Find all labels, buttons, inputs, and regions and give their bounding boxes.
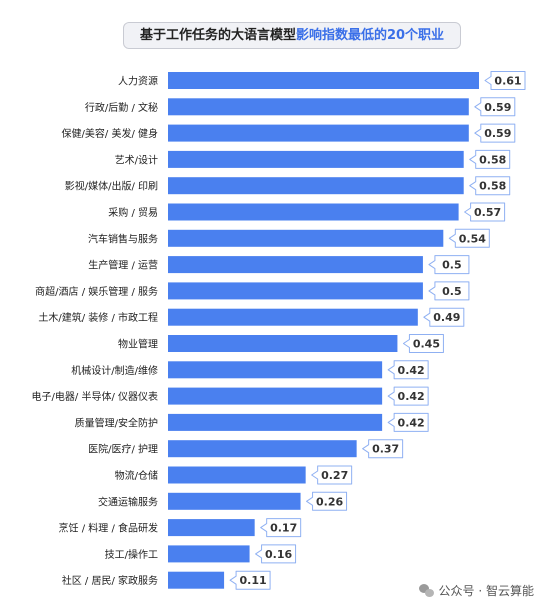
category-label: 行政/后勤 / 文秘 xyxy=(85,101,158,114)
data-label: 0.45 xyxy=(413,338,440,351)
bar xyxy=(168,519,255,537)
wechat-icon xyxy=(418,584,435,597)
bar xyxy=(168,466,306,484)
data-label-callout xyxy=(484,71,526,90)
bar xyxy=(168,256,423,274)
category-label: 质量管理/安全防护 xyxy=(75,416,158,429)
data-label: 0.5 xyxy=(442,285,462,298)
bar xyxy=(168,72,479,89)
data-label: 0.42 xyxy=(398,390,425,403)
category-label: 医院/医疗/ 护理 xyxy=(88,443,158,456)
category-label: 商超/酒店 / 娱乐管理 / 服务 xyxy=(35,285,158,298)
category-label: 保健/美容/ 美发/ 健身 xyxy=(62,127,158,140)
watermark: 公众号 · 智云算能 xyxy=(418,582,534,599)
bar xyxy=(168,387,383,405)
data-label: 0.58 xyxy=(479,153,506,166)
bar xyxy=(168,413,383,431)
data-label-callout xyxy=(464,202,506,222)
watermark-text: 公众号 · 智云算能 xyxy=(438,584,534,598)
data-label-callout xyxy=(311,465,353,485)
data-label-callout xyxy=(469,176,511,196)
category-label: 汽车销售与服务 xyxy=(88,232,158,245)
category-label: 机械设计/制造/维修 xyxy=(71,364,158,377)
data-label: 0.17 xyxy=(270,522,297,535)
data-label-callout xyxy=(428,255,470,275)
bar xyxy=(168,229,444,247)
bar xyxy=(168,545,250,563)
data-label: 0.37 xyxy=(372,443,399,456)
data-label: 0.58 xyxy=(479,180,506,193)
data-label-callout xyxy=(474,123,516,143)
bar xyxy=(168,440,357,458)
category-label: 技工/操作工 xyxy=(105,548,158,561)
data-label: 0.59 xyxy=(484,101,511,114)
bar xyxy=(168,571,225,589)
category-label: 烹饪 / 料理 / 食品研发 xyxy=(59,522,158,535)
data-label-callout xyxy=(402,334,444,353)
data-label-callout xyxy=(387,360,429,380)
data-label-callout xyxy=(260,518,302,538)
category-label: 电子/电器/ 半导体/ 仪器仪表 xyxy=(32,390,158,403)
bar xyxy=(168,282,423,300)
bar xyxy=(168,492,301,510)
category-label: 采购 / 贸易 xyxy=(108,206,158,219)
data-label-callout xyxy=(428,281,470,301)
bar xyxy=(168,308,418,326)
data-label: 0.27 xyxy=(321,469,348,482)
category-label: 人力资源 xyxy=(118,75,158,88)
bar xyxy=(168,98,469,116)
category-label: 生产管理 / 运营 xyxy=(88,259,158,272)
data-label-callout xyxy=(362,439,404,459)
data-label: 0.59 xyxy=(484,127,511,140)
chart-title: 基于工作任务的大语言模型影响指数最低的20个职业 xyxy=(123,22,461,49)
category-label: 社区 / 居民/ 家政服务 xyxy=(62,574,158,587)
data-label: 0.61 xyxy=(494,75,521,88)
data-label-callout xyxy=(423,307,465,327)
data-label: 0.26 xyxy=(316,495,343,508)
category-label: 土木/建筑/ 装修 / 市政工程 xyxy=(38,311,158,324)
data-label: 0.42 xyxy=(398,416,425,429)
bar xyxy=(168,150,464,168)
data-label-callout xyxy=(229,570,271,590)
data-label-callout xyxy=(469,149,511,169)
data-label: 0.54 xyxy=(459,232,486,245)
data-label: 0.42 xyxy=(398,364,425,377)
data-label: 0.16 xyxy=(265,548,292,561)
bar xyxy=(168,361,383,379)
bar xyxy=(168,124,469,142)
data-label-callout xyxy=(448,228,490,248)
data-label-callout xyxy=(306,491,348,511)
data-label: 0.49 xyxy=(433,311,460,324)
bar xyxy=(168,335,398,352)
data-label-callout xyxy=(387,386,429,406)
category-label: 物业管理 xyxy=(118,338,158,351)
data-label-callout xyxy=(255,544,297,564)
bar xyxy=(168,177,464,195)
category-label: 艺术/设计 xyxy=(115,153,158,166)
data-label: 0.11 xyxy=(240,574,267,587)
data-label-callout xyxy=(387,412,429,432)
category-label: 影视/媒体/出版/ 印刷 xyxy=(65,180,158,193)
category-label: 物流/仓储 xyxy=(115,469,158,482)
category-label: 交通运输服务 xyxy=(98,495,158,508)
data-label: 0.57 xyxy=(474,206,501,219)
data-label: 0.5 xyxy=(442,259,462,272)
bar xyxy=(168,203,459,221)
title-part-2: 影响指数最低的20个职业 xyxy=(295,28,445,43)
title-part-1: 基于工作任务的大语言模型 xyxy=(139,28,296,43)
data-label-callout xyxy=(474,97,516,117)
